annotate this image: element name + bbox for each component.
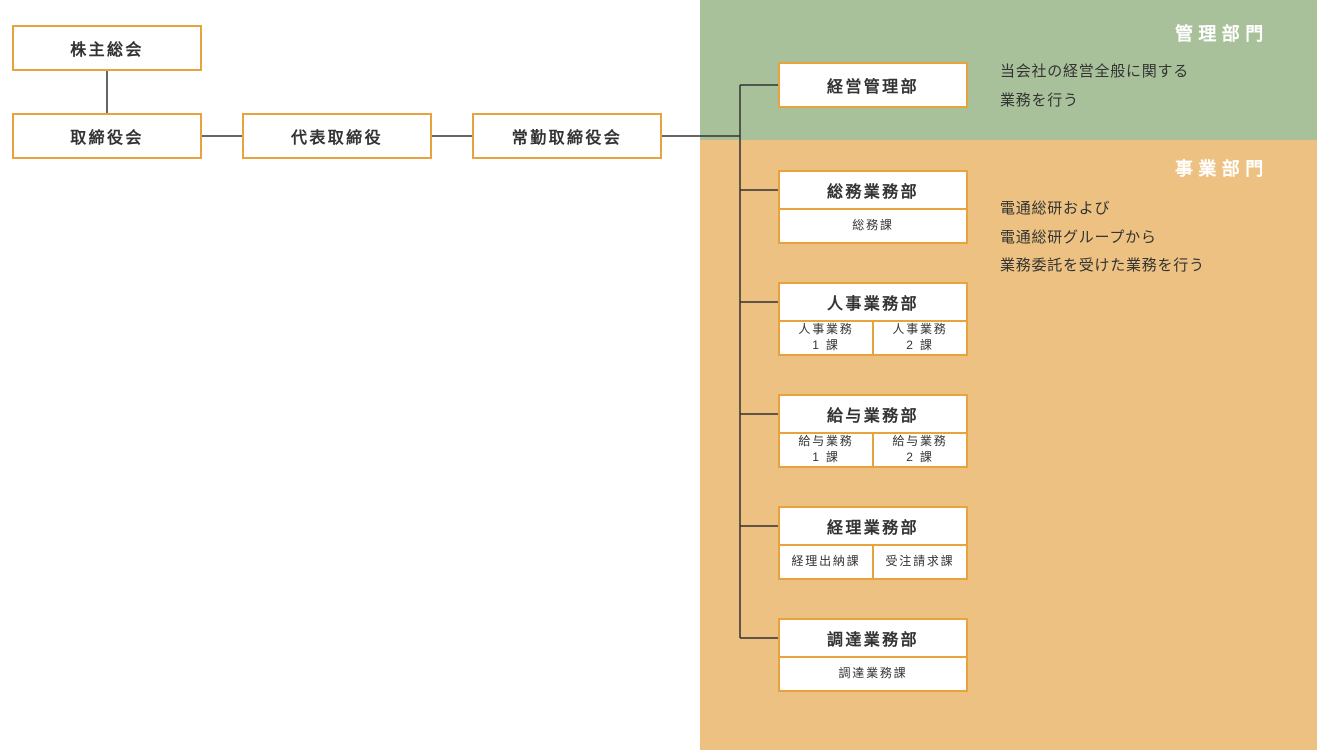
sub-cell: 給与業務1 課 [778, 432, 873, 468]
business-desc-line: 電通総研グループから [1000, 224, 1205, 253]
sub-row-general: 総務課 [778, 208, 968, 244]
node-exec-board: 常勤取締役会 [472, 113, 662, 159]
node-shareholders: 株主総会 [12, 25, 202, 71]
business-region-title: 事業部門 [1175, 155, 1269, 181]
org-chart-canvas: 管理部門 当会社の経営全般に関する 業務を行う 事業部門 電通総研および 電通総… [0, 0, 1317, 750]
node-label: 人事業務部 [827, 290, 919, 314]
node-hr-dept: 人事業務部 [778, 282, 968, 322]
node-procure-dept: 調達業務部 [778, 618, 968, 658]
sub-row-payroll: 給与業務1 課給与業務2 課 [778, 432, 968, 468]
sub-cell-line: 人事業務 [798, 322, 853, 338]
sub-row-acct: 経理出納課 受注請求課 [778, 544, 968, 580]
sub-cell: 調達業務課 [778, 656, 968, 692]
sub-cell-line: 1 課 [812, 450, 839, 466]
node-label: 株主総会 [70, 36, 144, 60]
node-general-dept: 総務業務部 [778, 170, 968, 210]
admin-region-title: 管理部門 [1175, 20, 1269, 46]
sub-cell-line: 経理出納課 [791, 554, 860, 570]
sub-cell: 総務課 [778, 208, 968, 244]
sub-cell-line: 総務課 [852, 218, 893, 234]
node-label: 総務業務部 [827, 178, 919, 202]
sub-cell: 経理出納課 [778, 544, 873, 580]
sub-cell: 人事業務1 課 [778, 320, 873, 356]
admin-desc-line: 業務を行う [1000, 87, 1189, 116]
sub-cell-line: 人事業務 [892, 322, 947, 338]
node-acct-dept: 経理業務部 [778, 506, 968, 546]
node-label: 代表取締役 [291, 124, 383, 148]
business-region-desc: 電通総研および 電通総研グループから 業務委託を受けた業務を行う [1000, 195, 1205, 281]
sub-cell-line: 給与業務 [798, 434, 853, 450]
sub-cell-line: 調達業務課 [838, 666, 907, 682]
node-ceo: 代表取締役 [242, 113, 432, 159]
node-mgmt-dept: 経営管理部 [778, 62, 968, 108]
node-label: 給与業務部 [827, 402, 919, 426]
sub-cell: 給与業務2 課 [873, 432, 968, 468]
business-desc-line: 業務委託を受けた業務を行う [1000, 252, 1205, 281]
node-label: 調達業務部 [827, 626, 919, 650]
node-label: 常勤取締役会 [512, 124, 622, 148]
sub-cell-line: 受注請求課 [885, 554, 954, 570]
node-payroll-dept: 給与業務部 [778, 394, 968, 434]
sub-row-procure: 調達業務課 [778, 656, 968, 692]
admin-desc-line: 当会社の経営全般に関する [1000, 58, 1189, 87]
sub-cell: 人事業務2 課 [873, 320, 968, 356]
node-board: 取締役会 [12, 113, 202, 159]
sub-cell-line: 2 課 [906, 338, 933, 354]
sub-cell-line: 2 課 [906, 450, 933, 466]
sub-cell-line: 給与業務 [892, 434, 947, 450]
sub-cell-line: 1 課 [812, 338, 839, 354]
business-desc-line: 電通総研および [1000, 195, 1205, 224]
admin-region-desc: 当会社の経営全般に関する 業務を行う [1000, 58, 1189, 115]
sub-row-hr: 人事業務1 課人事業務2 課 [778, 320, 968, 356]
node-label: 経理業務部 [827, 514, 919, 538]
sub-cell: 受注請求課 [873, 544, 968, 580]
node-label: 経営管理部 [827, 73, 919, 97]
node-label: 取締役会 [70, 124, 144, 148]
